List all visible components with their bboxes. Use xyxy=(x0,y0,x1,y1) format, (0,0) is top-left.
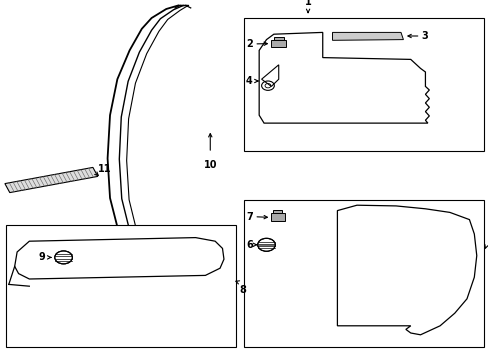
Bar xyxy=(244,200,483,347)
Circle shape xyxy=(55,251,72,264)
Polygon shape xyxy=(5,167,98,193)
Text: 4: 4 xyxy=(245,76,252,86)
Bar xyxy=(271,213,285,221)
Text: 3: 3 xyxy=(421,31,427,41)
Text: 11: 11 xyxy=(98,164,112,174)
Bar xyxy=(273,210,282,213)
Bar xyxy=(6,225,235,347)
Text: 7: 7 xyxy=(245,212,252,222)
Text: 6: 6 xyxy=(245,240,252,250)
Bar xyxy=(271,40,285,47)
Polygon shape xyxy=(332,32,403,40)
Circle shape xyxy=(257,238,275,251)
Text: 10: 10 xyxy=(203,160,217,170)
Text: 2: 2 xyxy=(245,39,252,49)
Text: 1: 1 xyxy=(304,0,311,7)
Bar xyxy=(273,37,283,40)
Bar xyxy=(244,18,483,151)
Text: 9: 9 xyxy=(39,252,45,262)
Text: 8: 8 xyxy=(239,285,246,295)
